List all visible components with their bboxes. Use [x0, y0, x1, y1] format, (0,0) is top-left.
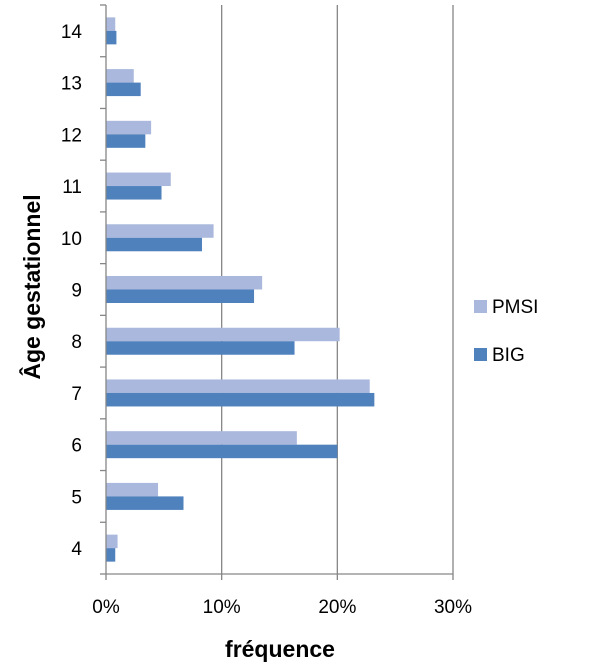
y-tick-label: 13 [61, 74, 82, 95]
x-tick-labels: 0% 10% 20% 30% [92, 597, 472, 618]
y-tick-label: 10 [61, 229, 82, 250]
legend-swatch-pmsi [474, 300, 487, 313]
bar-pmsi-5 [106, 482, 159, 497]
y-tick-label: 4 [71, 539, 82, 560]
y-tick-label: 5 [71, 487, 82, 508]
legend: PMSI BIG [474, 297, 538, 366]
x-tick-label: 30% [434, 597, 472, 618]
y-tick-label: 12 [61, 125, 82, 146]
x-tick-label: 10% [203, 597, 241, 618]
legend-label-pmsi: PMSI [492, 297, 538, 318]
x-axis-title: fréquence [225, 636, 335, 662]
bar-pmsi-11 [106, 172, 171, 187]
x-tick-label: 20% [318, 597, 356, 618]
bar-big-5 [106, 496, 184, 510]
legend-label-big: BIG [492, 345, 525, 366]
bar-big-4 [106, 548, 116, 562]
y-tick-label: 14 [61, 22, 83, 43]
bar-big-12 [106, 134, 146, 148]
bar-big-13 [106, 82, 141, 97]
bar-pmsi-10 [106, 224, 214, 238]
bar-pmsi-12 [106, 120, 152, 135]
y-tick-label: 7 [71, 384, 82, 405]
legend-swatch-big [474, 348, 487, 361]
y-tick-label: 8 [71, 332, 82, 353]
bar-big-7 [106, 392, 375, 407]
bar-pmsi-6 [106, 431, 297, 445]
bar-big-8 [106, 341, 295, 355]
y-tick-label: 11 [62, 177, 82, 198]
x-tick-label: 0% [92, 597, 120, 618]
bars [106, 17, 375, 562]
y-tick-labels: 4 5 6 7 8 9 10 11 12 13 14 [61, 22, 83, 560]
bar-big-9 [106, 289, 255, 303]
y-axis-title: Âge gestationnel [18, 194, 45, 379]
bar-big-10 [106, 237, 203, 252]
bar-big-14 [106, 30, 117, 45]
bar-pmsi-8 [106, 327, 340, 342]
bar-big-6 [106, 444, 338, 459]
y-tick-label: 9 [71, 281, 82, 302]
bar-pmsi-7 [106, 379, 370, 393]
bar-pmsi-4 [106, 534, 118, 549]
bar-pmsi-14 [106, 17, 116, 31]
bar-pmsi-9 [106, 276, 263, 290]
y-tick-label: 6 [71, 436, 82, 457]
axes [100, 4, 454, 580]
bar-pmsi-13 [106, 69, 134, 83]
bar-big-11 [106, 186, 162, 200]
